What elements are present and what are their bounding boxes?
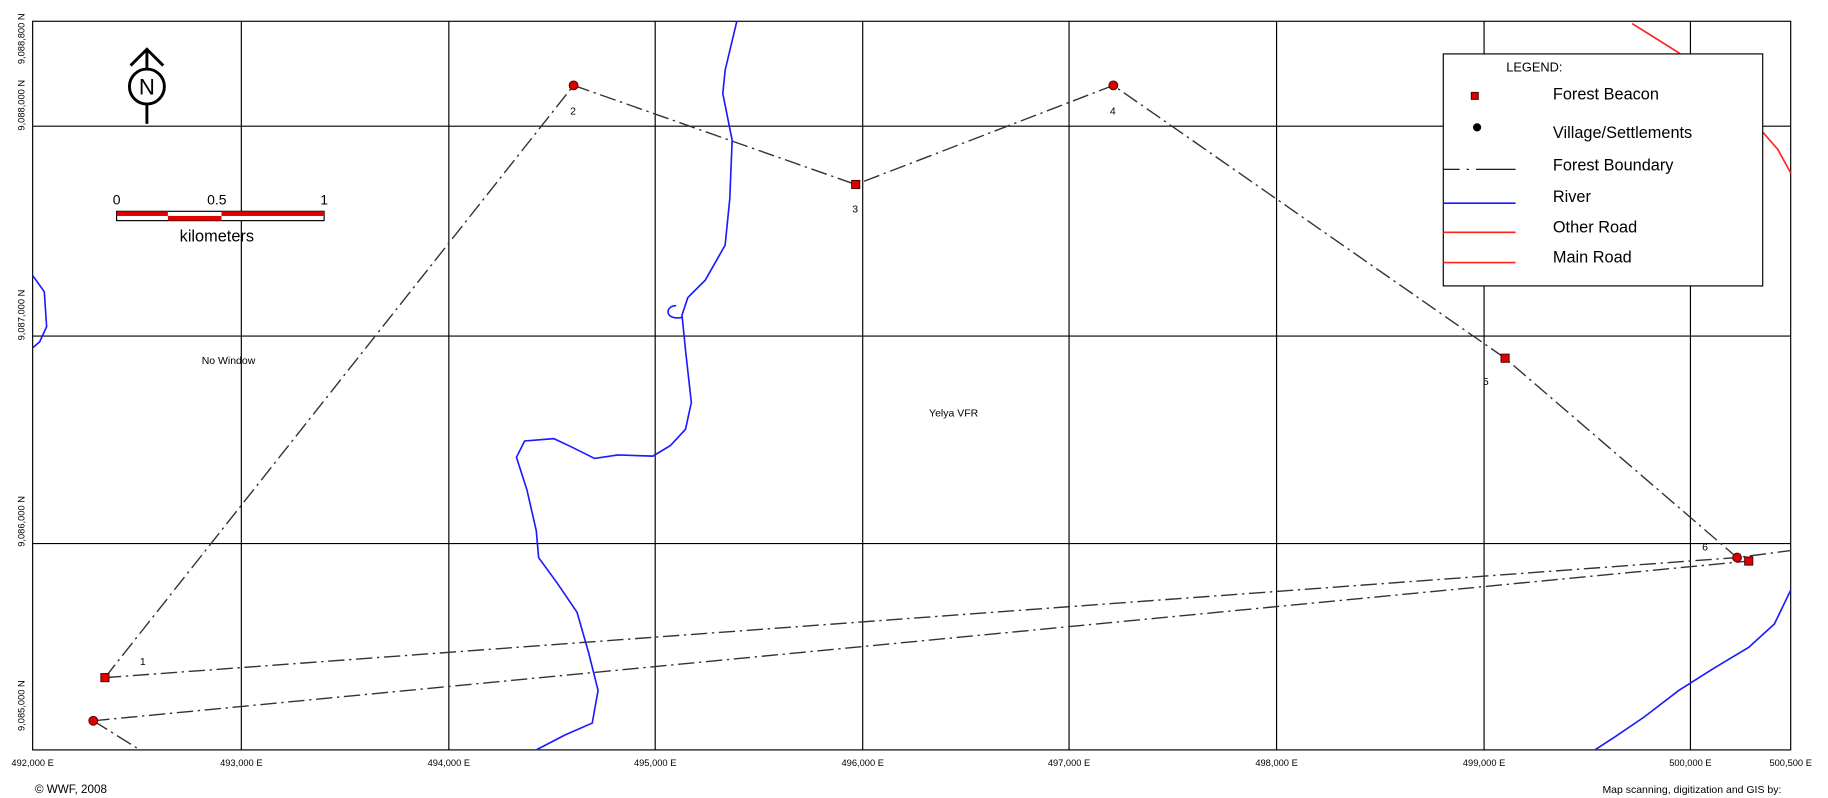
y-coordinate-labels: 9,085,000 N 9,086,000 N 9,087,000 N 9,088,0… <box>16 13 26 731</box>
x-coordinate-label: 492,000 E <box>11 758 53 768</box>
beacon <box>1108 80 1119 91</box>
x-coordinate-label: 500,000 E <box>1669 758 1711 768</box>
beacon-label: 2 <box>570 107 576 118</box>
legend-label: Village/Settlements <box>1553 124 1692 142</box>
river <box>1594 589 1792 751</box>
north-label: N <box>139 75 155 100</box>
legend-label: Main Road <box>1553 249 1632 267</box>
credit: Map scanning, digitization and GIS by: <box>1602 785 1781 796</box>
legend-symbol <box>1470 91 1479 100</box>
x-coordinate-label: 497,000 E <box>1048 758 1090 768</box>
north-arrow-circle <box>127 67 166 106</box>
scale-bar-segment <box>116 211 168 216</box>
x-coordinate-label: 498,000 E <box>1255 758 1297 768</box>
legend-label: Other Road <box>1553 218 1637 236</box>
x-coordinate-label: 494,000 E <box>428 758 470 768</box>
beacon-labels: 1 2 3 4 5 6 <box>140 107 1708 668</box>
legend-label: River <box>1553 188 1592 206</box>
y-coordinate-label: 9,086,000 N <box>16 496 26 547</box>
beacon-label: 3 <box>852 204 858 215</box>
map-frame <box>32 20 1792 751</box>
beacons <box>88 80 1754 726</box>
beacon-label: 1 <box>140 657 146 668</box>
scale-bar-segment <box>221 211 325 216</box>
scale-label: 0.5 <box>207 191 227 207</box>
boundary-line <box>92 720 141 751</box>
scale-bar-segment <box>167 215 222 221</box>
boundary-line <box>104 556 1738 679</box>
legend-title: LEGEND: <box>1506 59 1562 74</box>
scale-label: 1 <box>320 191 328 207</box>
beacon <box>851 179 861 190</box>
place-label: No Window <box>202 356 256 367</box>
beacon-label: 5 <box>1483 377 1489 388</box>
place-label: Yelya VFR <box>929 408 979 419</box>
beacon <box>1732 552 1742 563</box>
x-coordinate-label: 495,000 E <box>634 758 676 768</box>
beacon <box>100 673 110 683</box>
rivers <box>31 21 1792 751</box>
y-coordinate-label: 9,085,000 N <box>16 680 26 731</box>
y-coordinate-label: 9,088,800 N <box>16 13 26 64</box>
north-arrow-head <box>129 47 165 67</box>
scale-label: 0 <box>113 191 121 207</box>
x-coordinate-label: 493,000 E <box>220 758 262 768</box>
x-coordinate-label: 496,000 E <box>841 758 883 768</box>
x-coordinate-label: 499,000 E <box>1463 758 1505 768</box>
beacon <box>88 715 99 726</box>
beacon <box>1744 556 1754 566</box>
scale-unit: kilometers <box>180 228 254 246</box>
legend-label: Forest Boundary <box>1553 157 1674 175</box>
beacon-label: 4 <box>1110 107 1116 118</box>
beacon-label: 6 <box>1702 543 1708 554</box>
river <box>31 274 48 349</box>
legend-label: Forest Beacon <box>1553 85 1659 103</box>
y-coordinate-label: 9,087,000 N <box>16 290 26 341</box>
beacon <box>568 80 579 91</box>
legend-symbol <box>1473 123 1482 132</box>
x-coordinate-labels: 492,000 E 493,000 E 494,000 E 495,000 E 496,… <box>11 758 1812 768</box>
copyright: © WWF, 2008 <box>35 783 107 796</box>
scale-bar: 0 0.5 1 kilometers <box>113 191 329 245</box>
x-coordinate-label: 500,500 E <box>1769 758 1811 768</box>
north-arrow: N <box>127 47 166 124</box>
legend: LEGEND: Forest Beacon Village/Settlement… <box>1442 53 1764 287</box>
river <box>667 304 683 319</box>
river <box>515 21 738 751</box>
boundary-line <box>93 560 1749 722</box>
y-coordinate-label: 9,088,000 N <box>16 80 26 131</box>
beacon <box>1500 353 1510 363</box>
